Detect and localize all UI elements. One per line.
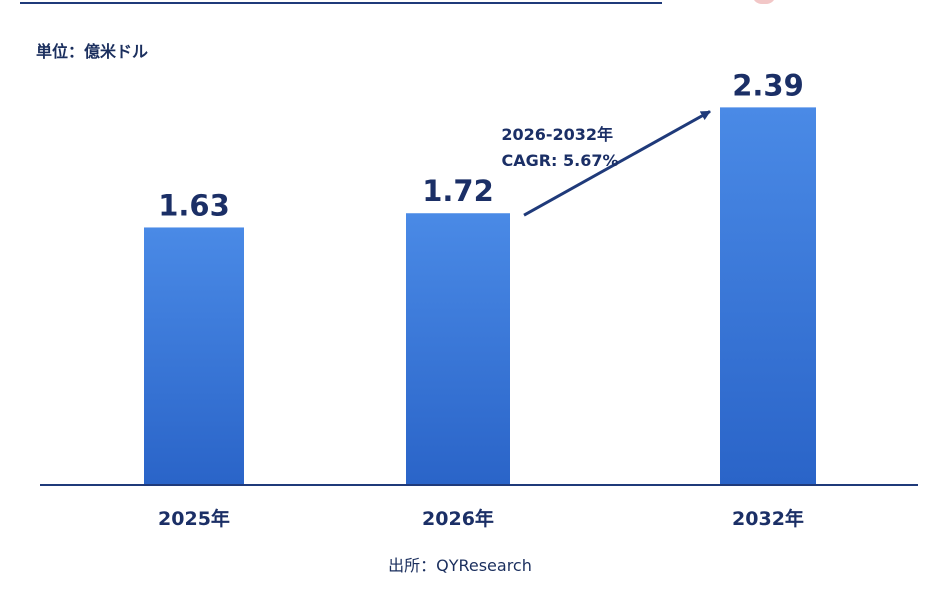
top-rule (20, 2, 662, 4)
bar-value-label: 1.72 (422, 174, 494, 208)
bar-1 (406, 213, 510, 486)
cagr-arrow (523, 110, 711, 217)
category-label: 2026年 (422, 507, 494, 530)
bar-0 (144, 227, 244, 485)
corner-mark (752, 0, 776, 4)
bar-value-label: 1.63 (158, 188, 230, 222)
bar-value-label: 2.39 (732, 68, 804, 102)
unit-label: 単位：億米ドル (36, 42, 149, 61)
cagr-annotation: 2026-2032年 CAGR: 5.67% (501, 125, 618, 170)
cagr-rate: CAGR: 5.67% (501, 151, 618, 170)
bar-2 (720, 107, 816, 485)
cagr-period: 2026-2032年 (501, 125, 613, 144)
category-label: 2032年 (732, 507, 804, 530)
source-label: 出所：QYResearch (388, 556, 532, 575)
category-label: 2025年 (158, 507, 230, 530)
